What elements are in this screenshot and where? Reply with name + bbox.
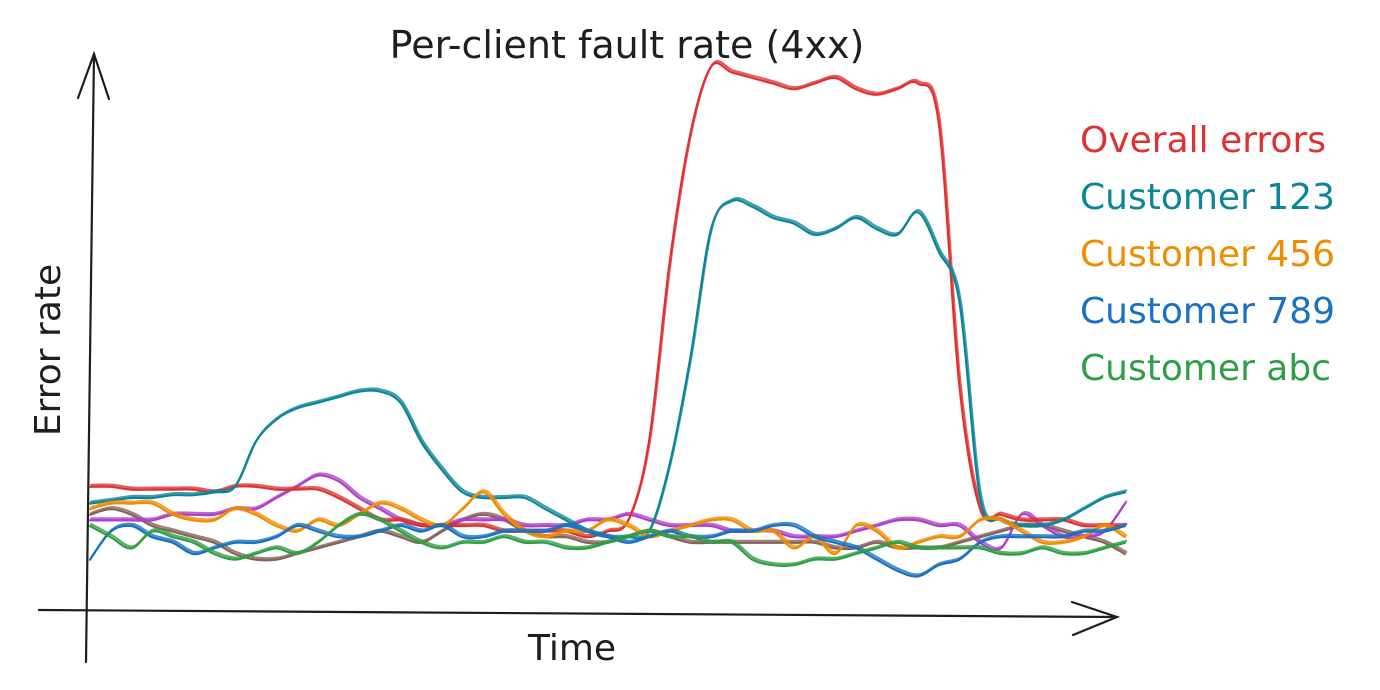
series-line-customer-789-stroke2 <box>90 521 1128 576</box>
series-line-customer-abc <box>88 513 1127 567</box>
legend-item-customer-abc: Customer abc <box>1080 348 1331 389</box>
series-line-overall-errors-stroke2 <box>90 59 1128 537</box>
chart-title: Per-client fault rate (4xx) <box>390 23 865 67</box>
series-line-customer-789 <box>88 523 1127 578</box>
legend-item-customer-789: Customer 789 <box>1080 291 1335 332</box>
x-axis-line <box>37 608 1119 619</box>
y-axis <box>76 50 111 664</box>
y-axis-label: Error rate <box>28 264 69 436</box>
series-line-customer-456-stroke2 <box>90 489 1128 554</box>
legend-item-customer-123: Customer 123 <box>1080 177 1335 218</box>
legend: Overall errors Customer 123 Customer 456 Cu… <box>1080 120 1335 389</box>
x-axis-label: Time <box>527 628 616 669</box>
y-axis-line <box>84 52 96 664</box>
x-axis-arrowhead <box>1070 600 1121 637</box>
series-group <box>88 59 1128 578</box>
y-axis-arrowhead <box>76 50 111 101</box>
series-line-customer-123 <box>88 199 1127 540</box>
series-line-customer-456 <box>88 491 1127 556</box>
x-axis <box>37 600 1121 637</box>
legend-item-overall-errors: Overall errors <box>1080 120 1326 161</box>
legend-item-customer-456: Customer 456 <box>1080 234 1335 275</box>
series-line-customer-abc-stroke2 <box>90 511 1128 565</box>
